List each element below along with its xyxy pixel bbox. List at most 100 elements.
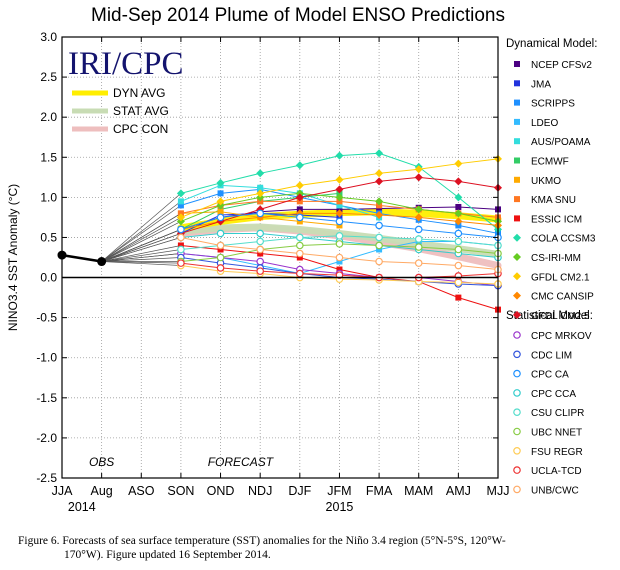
csu-clipr-legend-marker bbox=[513, 408, 521, 417]
ucla-tcd-point bbox=[335, 271, 344, 279]
ldeo-point bbox=[376, 246, 383, 253]
gfdl-cm2-1-connector bbox=[101, 217, 182, 262]
ukmo-legend-marker bbox=[514, 176, 520, 183]
cola-ccsm3-point bbox=[256, 169, 265, 178]
cs-iri-mm-connector bbox=[101, 221, 182, 262]
cmc-cansip-point bbox=[454, 217, 463, 226]
fsu-regr-legend-label: FSU REGR bbox=[531, 447, 583, 458]
cpc-ca-series bbox=[101, 209, 502, 262]
unb-cwc-legend-marker bbox=[513, 485, 521, 494]
ncep-cfsv2-point bbox=[336, 206, 343, 213]
cs-iri-mm-point bbox=[216, 201, 225, 210]
ubc-nnet-legend-label: UBC NNET bbox=[531, 428, 582, 439]
essic-icm-point bbox=[177, 242, 184, 249]
gfdl-cm2-5-point bbox=[295, 193, 304, 202]
cdc-lim-legend-marker bbox=[513, 350, 521, 359]
cola-ccsm3-point bbox=[335, 151, 344, 160]
cpc-ca-point bbox=[177, 225, 185, 234]
csu-clipr-point bbox=[335, 232, 344, 240]
csu-clipr-legend-label: CSU CLIPR bbox=[531, 408, 584, 419]
cpc-ca-connector bbox=[101, 229, 182, 262]
x-tick-label: JFM bbox=[327, 484, 351, 498]
csu-clipr-point bbox=[256, 237, 264, 246]
cs-iri-mm-point bbox=[335, 193, 344, 202]
ecmwf-legend-marker bbox=[514, 157, 520, 164]
kma-snu-point bbox=[296, 198, 303, 205]
y-tick-label: 2.5 bbox=[40, 70, 57, 84]
cpc-con-legend-label: CPC CON bbox=[113, 122, 168, 136]
cs-iri-mm-point bbox=[375, 197, 384, 206]
legend-statistical-title: Statistical Model: bbox=[506, 310, 593, 322]
fsu-regr-connector bbox=[101, 261, 181, 266]
caption-line-1: Figure 6. Forecasts of sea surface tempe… bbox=[18, 535, 506, 547]
chart-title: Mid-Sep 2014 Plume of Model ENSO Predict… bbox=[91, 5, 505, 26]
x-tick-label: DJF bbox=[288, 484, 311, 498]
cpc-cca-point bbox=[216, 229, 225, 238]
ucla-tcd-connector bbox=[101, 261, 181, 264]
unb-cwc-point bbox=[335, 253, 344, 262]
unb-cwc-connector bbox=[101, 237, 182, 262]
x-tick-label: NDJ bbox=[248, 484, 272, 498]
csu-clipr-point bbox=[414, 235, 423, 243]
scripps-point bbox=[177, 202, 184, 209]
ncep-cfsv2-point bbox=[455, 203, 462, 210]
ncep-cfsv2-legend-marker bbox=[514, 61, 520, 67]
cs-iri-mm-point bbox=[295, 189, 304, 198]
kma-snu-point bbox=[336, 198, 343, 205]
average-legend: DYN AVG STAT AVG CPC CON bbox=[72, 86, 169, 136]
cmc-cansip-legend-label: CMC CANSIP bbox=[531, 292, 594, 303]
csu-clipr-point bbox=[177, 245, 185, 254]
gfdl-cm2-1-point bbox=[375, 169, 384, 178]
cola-ccsm3-point bbox=[216, 178, 225, 187]
y-tick-label: 2.0 bbox=[40, 110, 57, 124]
kma-snu-legend-label: KMA SNU bbox=[531, 195, 576, 206]
ncep-cfsv2-legend-label: NCEP CFSv2 bbox=[531, 60, 592, 71]
gfdl-cm2-1-point bbox=[454, 159, 463, 168]
csu-clipr-point bbox=[296, 233, 304, 242]
y-axis-label: NINO3.4 SST Anomaly (°C) bbox=[6, 184, 20, 331]
kma-snu-point bbox=[376, 202, 383, 209]
cola-ccsm3-point bbox=[375, 149, 384, 158]
ecmwf-point bbox=[336, 190, 343, 197]
scripps-connector bbox=[101, 205, 182, 262]
ucla-tcd-legend-marker bbox=[513, 466, 521, 474]
ukmo-point bbox=[217, 208, 224, 215]
ucla-tcd-point bbox=[296, 269, 304, 278]
axes: 3.0 2.5 2.0 1.5 1.0 0.5 0.0 -0.5 -1.0 -1.5 -2.0 -2.… bbox=[36, 30, 509, 514]
gfdl-cm2-1-legend-marker bbox=[513, 272, 521, 281]
cpc-ca-point bbox=[335, 217, 344, 226]
csu-clipr-connector bbox=[101, 249, 181, 262]
scripps-point bbox=[217, 190, 224, 197]
gfdl-cm2-1-point bbox=[335, 175, 344, 184]
jma-point bbox=[336, 214, 343, 221]
cola-ccsm3-legend-label: COLA CCSM3 bbox=[531, 234, 596, 245]
gfdl-cm2-5-point bbox=[375, 177, 384, 186]
ecmwf-legend-label: ECMWF bbox=[531, 157, 569, 168]
year-label: 2014 bbox=[68, 500, 96, 514]
gfdl-cm2-1-point bbox=[256, 189, 265, 198]
cola-ccsm3-point bbox=[176, 189, 185, 198]
gfdl-cm2-5-legend-label: GFDL CM2.5 bbox=[531, 311, 590, 322]
gfdl-cm2-5-point bbox=[414, 173, 423, 182]
aus-poama-legend-marker bbox=[514, 138, 520, 145]
cmc-cansip-legend-marker bbox=[513, 291, 521, 300]
cpc-cca-legend-label: CPC CCA bbox=[531, 389, 576, 400]
cpc-ca-point bbox=[216, 213, 225, 222]
unb-cwc-point bbox=[256, 245, 264, 254]
ldeo-legend-label: LDEO bbox=[531, 118, 558, 129]
aus-poama-legend-label: AUS/POAMA bbox=[531, 137, 591, 148]
jma-legend-label: JMA bbox=[531, 79, 551, 90]
essic-icm-point bbox=[296, 254, 303, 261]
x-tick-label: Aug bbox=[91, 484, 113, 498]
kma-snu-point bbox=[177, 210, 184, 217]
cs-iri-mm-legend-marker bbox=[513, 253, 521, 261]
kma-snu-point bbox=[257, 198, 264, 205]
gfdl-cm2-5-legend-marker bbox=[513, 310, 521, 319]
dyn-avg-legend-label: DYN AVG bbox=[113, 86, 165, 100]
csu-clipr-series bbox=[101, 232, 502, 262]
cpc-mrkov-connector bbox=[101, 253, 181, 262]
cpc-ca-legend-label: CPC CA bbox=[531, 370, 569, 381]
obs-annotation: OBS bbox=[89, 455, 114, 469]
essic-icm-connector bbox=[101, 245, 181, 262]
observed-line bbox=[61, 253, 102, 263]
